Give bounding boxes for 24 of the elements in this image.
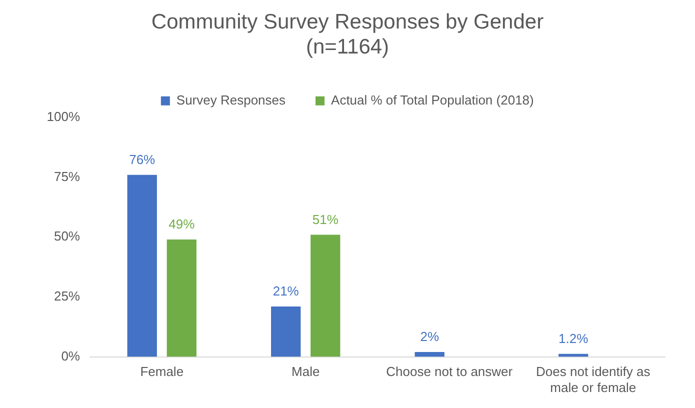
x-tick-label: Female [140, 364, 184, 380]
x-tick-label: Choose not to answer [386, 364, 514, 380]
legend-label: Survey Responses [176, 92, 286, 108]
y-tick-label: 0% [61, 348, 80, 364]
bar [414, 352, 444, 357]
bar [127, 174, 157, 357]
y-tick-label: 50% [54, 228, 80, 244]
bar [310, 234, 340, 357]
chart-title: Community Survey Responses by Gender [151, 10, 544, 34]
data-label: 49% [168, 216, 196, 232]
data-label: 51% [312, 212, 339, 227]
bar [166, 239, 196, 357]
data-label: 1.2% [558, 331, 589, 346]
y-tick-label: 100% [46, 108, 80, 124]
data-label: 21% [272, 284, 300, 299]
data-label: 76% [129, 152, 156, 167]
legend-label: Actual % of Total Population (2018) [331, 92, 534, 108]
x-tick-label: Male [292, 364, 320, 380]
chart-subtitle: (n=1164) [306, 36, 390, 59]
x-tick-label: Does not identify as male or female [536, 364, 651, 395]
bar [271, 306, 301, 357]
y-tick-label: 25% [54, 288, 80, 304]
data-label: 2% [420, 329, 440, 344]
y-tick-label: 75% [54, 168, 80, 184]
